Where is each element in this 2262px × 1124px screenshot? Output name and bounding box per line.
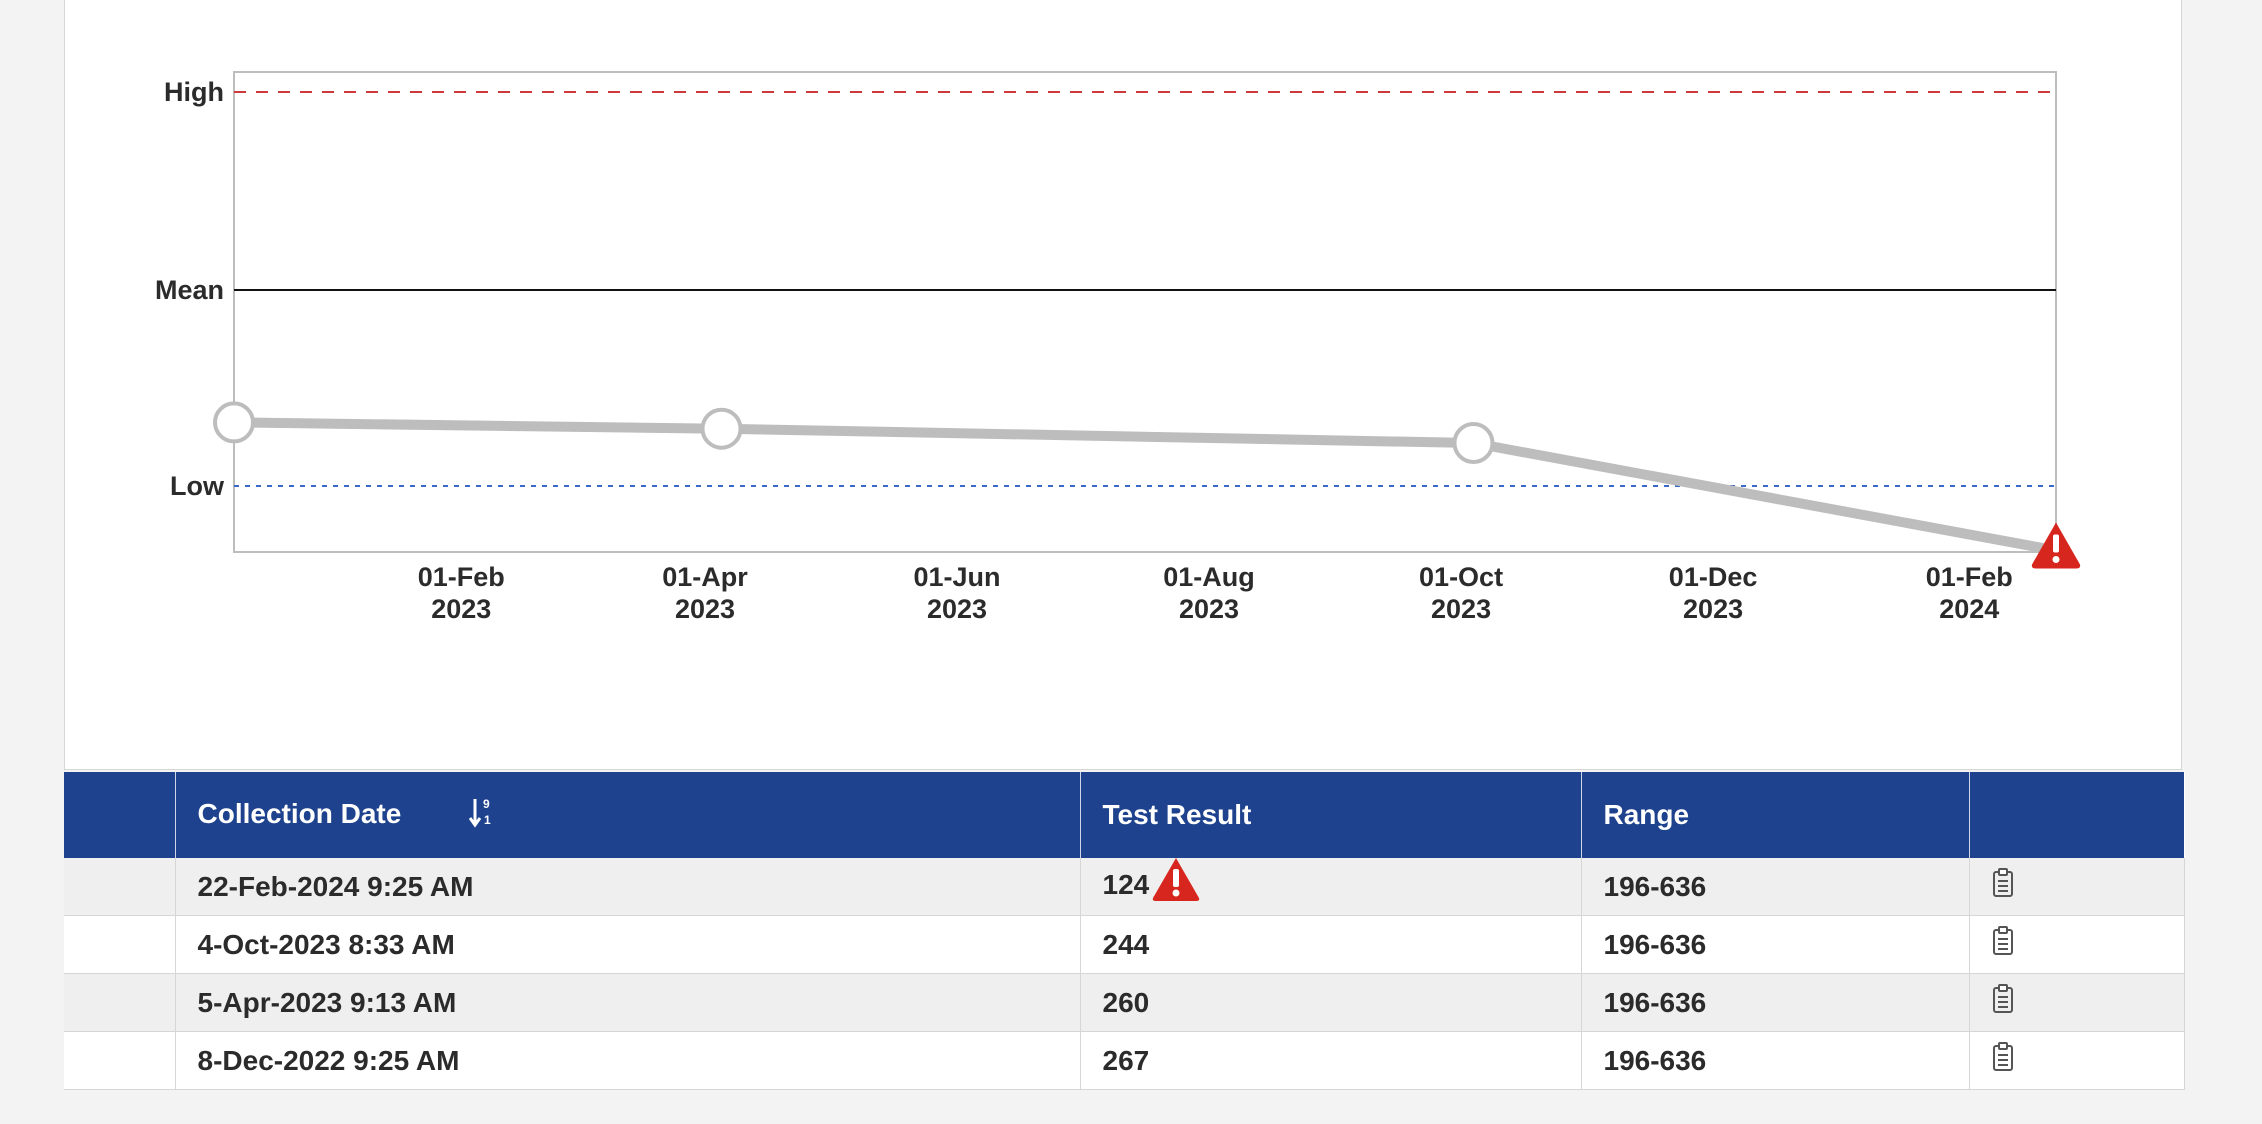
test-result-cell: 267 bbox=[1080, 1031, 1582, 1090]
test-result-cell: 124 bbox=[1080, 856, 1582, 916]
row-spacer bbox=[64, 915, 176, 974]
range-cell: 196-636 bbox=[1581, 1031, 1970, 1090]
table-header-row: Collection Date 9 1 Test Result Range bbox=[64, 772, 2184, 858]
test-result-value: 124 bbox=[1102, 868, 1150, 900]
collection-date-value: 22-Feb-2024 9:25 AM bbox=[197, 870, 474, 902]
range-value: 196-636 bbox=[1603, 870, 1707, 902]
x-tick-label: 01-Jun 2023 bbox=[914, 562, 1001, 624]
collection-date-value: 4-Oct-2023 8:33 AM bbox=[197, 928, 455, 960]
svg-text:9: 9 bbox=[483, 797, 490, 811]
range-value: 196-636 bbox=[1603, 928, 1707, 960]
test-result-value: 267 bbox=[1102, 1044, 1150, 1076]
y-label-low: Low bbox=[170, 471, 225, 501]
column-header-collection-date[interactable]: Collection Date 9 1 bbox=[175, 772, 1081, 858]
test-result-cell: 244 bbox=[1080, 915, 1582, 974]
column-header-actions bbox=[1969, 772, 2184, 858]
x-tick-label: 01-Aug 2023 bbox=[1163, 562, 1255, 624]
details-cell bbox=[1969, 915, 2185, 974]
row-spacer bbox=[64, 1031, 176, 1090]
range-value: 196-636 bbox=[1603, 986, 1707, 1018]
x-tick-label: 01-Feb 2023 bbox=[418, 562, 505, 624]
table-row[interactable]: 5-Apr-2023 9:13 AM 260 196-636 bbox=[64, 973, 2185, 1032]
range-cell: 196-636 bbox=[1581, 973, 1970, 1032]
clipboard-icon[interactable] bbox=[1992, 1042, 2014, 1079]
plot-frame bbox=[233, 71, 2057, 553]
clipboard-icon[interactable] bbox=[1992, 984, 2014, 1021]
collection-date-cell: 5-Apr-2023 9:13 AM bbox=[175, 973, 1081, 1032]
collection-date-cell: 4-Oct-2023 8:33 AM bbox=[175, 915, 1081, 974]
data-point bbox=[213, 401, 255, 444]
chart-panel: High Mean Low 01-Feb 2023 01-Apr 2023 01-Jun 202… bbox=[64, 0, 2182, 770]
collection-date-cell: 22-Feb-2024 9:25 AM bbox=[175, 858, 1081, 916]
results-table: Collection Date 9 1 Test Result Range 22… bbox=[64, 772, 2185, 1090]
collection-date-value: 5-Apr-2023 9:13 AM bbox=[197, 986, 457, 1018]
x-tick-label: 01-Oct 2023 bbox=[1419, 562, 1503, 624]
table-row[interactable]: 4-Oct-2023 8:33 AM 244 196-636 bbox=[64, 915, 2185, 974]
alert-triangle-icon bbox=[2031, 522, 2081, 569]
x-tick-label: 01-Apr 2023 bbox=[662, 562, 748, 624]
test-result-cell: 260 bbox=[1080, 973, 1582, 1032]
x-tick-label: 01-Dec 2023 bbox=[1669, 562, 1758, 624]
test-result-value: 260 bbox=[1102, 986, 1150, 1018]
row-spacer bbox=[64, 973, 176, 1032]
range-cell: 196-636 bbox=[1581, 858, 1970, 916]
x-tick-label: 01-Feb 2024 bbox=[1926, 562, 2013, 624]
table-row[interactable]: 8-Dec-2022 9:25 AM 267 196-636 bbox=[64, 1031, 2185, 1090]
header-spacer bbox=[64, 772, 176, 858]
y-label-high: High bbox=[164, 77, 224, 107]
column-header-test-result[interactable]: Test Result bbox=[1080, 772, 1582, 858]
alert-triangle-icon bbox=[1151, 856, 1201, 909]
details-cell bbox=[1969, 858, 2185, 916]
svg-text:1: 1 bbox=[484, 813, 491, 827]
collection-date-cell: 8-Dec-2022 9:25 AM bbox=[175, 1031, 1081, 1090]
data-point bbox=[1452, 422, 1495, 465]
collection-date-label: Collection Date bbox=[197, 797, 402, 829]
table-row[interactable]: 22-Feb-2024 9:25 AM 124 196-636 bbox=[64, 856, 2185, 916]
clipboard-icon[interactable] bbox=[1992, 926, 2014, 963]
details-cell bbox=[1969, 1031, 2185, 1090]
y-label-mean: Mean bbox=[155, 275, 224, 305]
results-trend-chart: High Mean Low 01-Feb 2023 01-Apr 2023 01-Jun 202… bbox=[155, 71, 2081, 624]
column-header-range[interactable]: Range bbox=[1581, 772, 1970, 858]
collection-date-value: 8-Dec-2022 9:25 AM bbox=[197, 1044, 460, 1076]
test-result-value: 244 bbox=[1102, 928, 1150, 960]
row-spacer bbox=[64, 858, 176, 916]
sort-numeric-icon[interactable]: 9 1 bbox=[468, 796, 495, 835]
range-cell: 196-636 bbox=[1581, 915, 1970, 974]
details-cell bbox=[1969, 973, 2185, 1032]
series-line bbox=[233, 417, 2057, 556]
range-value: 196-636 bbox=[1603, 1044, 1707, 1076]
data-point bbox=[700, 407, 743, 450]
clipboard-icon[interactable] bbox=[1992, 868, 2014, 905]
